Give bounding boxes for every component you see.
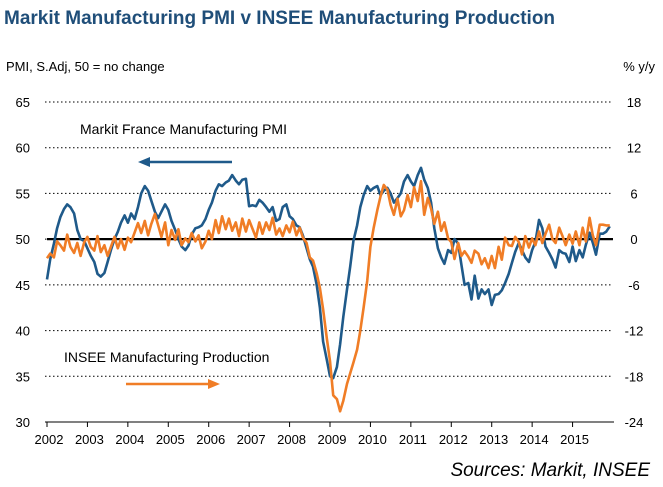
left-axis: 30 35 40 45 50 55 60 65 [16, 95, 30, 430]
left-tick-label: 55 [16, 186, 30, 201]
right-axis: -24 -18 -12 -6 0 6 12 18 [625, 95, 644, 430]
x-tick-label: 2002 [35, 432, 64, 447]
x-tick-label: 2013 [479, 432, 508, 447]
arrow-left-icon [138, 157, 232, 167]
x-tick-label: 2012 [439, 432, 468, 447]
left-tick-label: 35 [16, 369, 30, 384]
left-tick-label: 50 [16, 232, 30, 247]
right-tick-label: -6 [628, 278, 640, 293]
x-tick-label: 2004 [115, 432, 144, 447]
x-tick-label: 2011 [399, 432, 427, 447]
x-tick-label: 2009 [318, 432, 347, 447]
left-tick-label: 60 [16, 141, 30, 156]
series-line-pmi [45, 166, 611, 380]
x-tick-label: 2003 [75, 432, 104, 447]
right-tick-label: 0 [630, 232, 637, 247]
right-tick-label: 6 [630, 186, 637, 201]
left-tick-label: 40 [16, 324, 30, 339]
left-tick-label: 30 [16, 415, 30, 430]
left-axis-label: PMI, S.Adj, 50 = no change [6, 59, 165, 74]
right-tick-label: 12 [627, 141, 641, 156]
left-tick-label: 65 [16, 95, 30, 110]
right-tick-label: 18 [627, 95, 641, 110]
source-note: Sources: Markit, INSEE [450, 460, 650, 481]
chart-title: Markit Manufacturing PMI v INSEE Manufac… [4, 8, 555, 29]
x-tick-label: 2007 [237, 432, 266, 447]
arrow-right-icon [126, 379, 220, 389]
x-tick-label: 2008 [277, 432, 306, 447]
annotation-prod: INSEE Manufacturing Production [64, 349, 269, 365]
right-tick-label: -24 [625, 415, 644, 430]
series-line-prod [45, 179, 610, 413]
x-tick-label: 2010 [358, 432, 387, 447]
right-axis-label: % y/y [623, 59, 655, 74]
right-tick-label: -12 [625, 324, 644, 339]
left-tick-label: 45 [16, 278, 30, 293]
right-tick-label: -18 [625, 369, 644, 384]
x-tick-label: 2015 [560, 432, 589, 447]
x-tick-label: 2006 [196, 432, 225, 447]
x-tick-label: 2005 [156, 432, 185, 447]
x-tick-label: 2014 [520, 432, 549, 447]
x-axis: 2002 2003 2004 2005 2006 2007 2008 2009 2010 2011… [35, 422, 589, 447]
annotation-pmi: Markit France Manufacturing PMI [80, 121, 287, 137]
